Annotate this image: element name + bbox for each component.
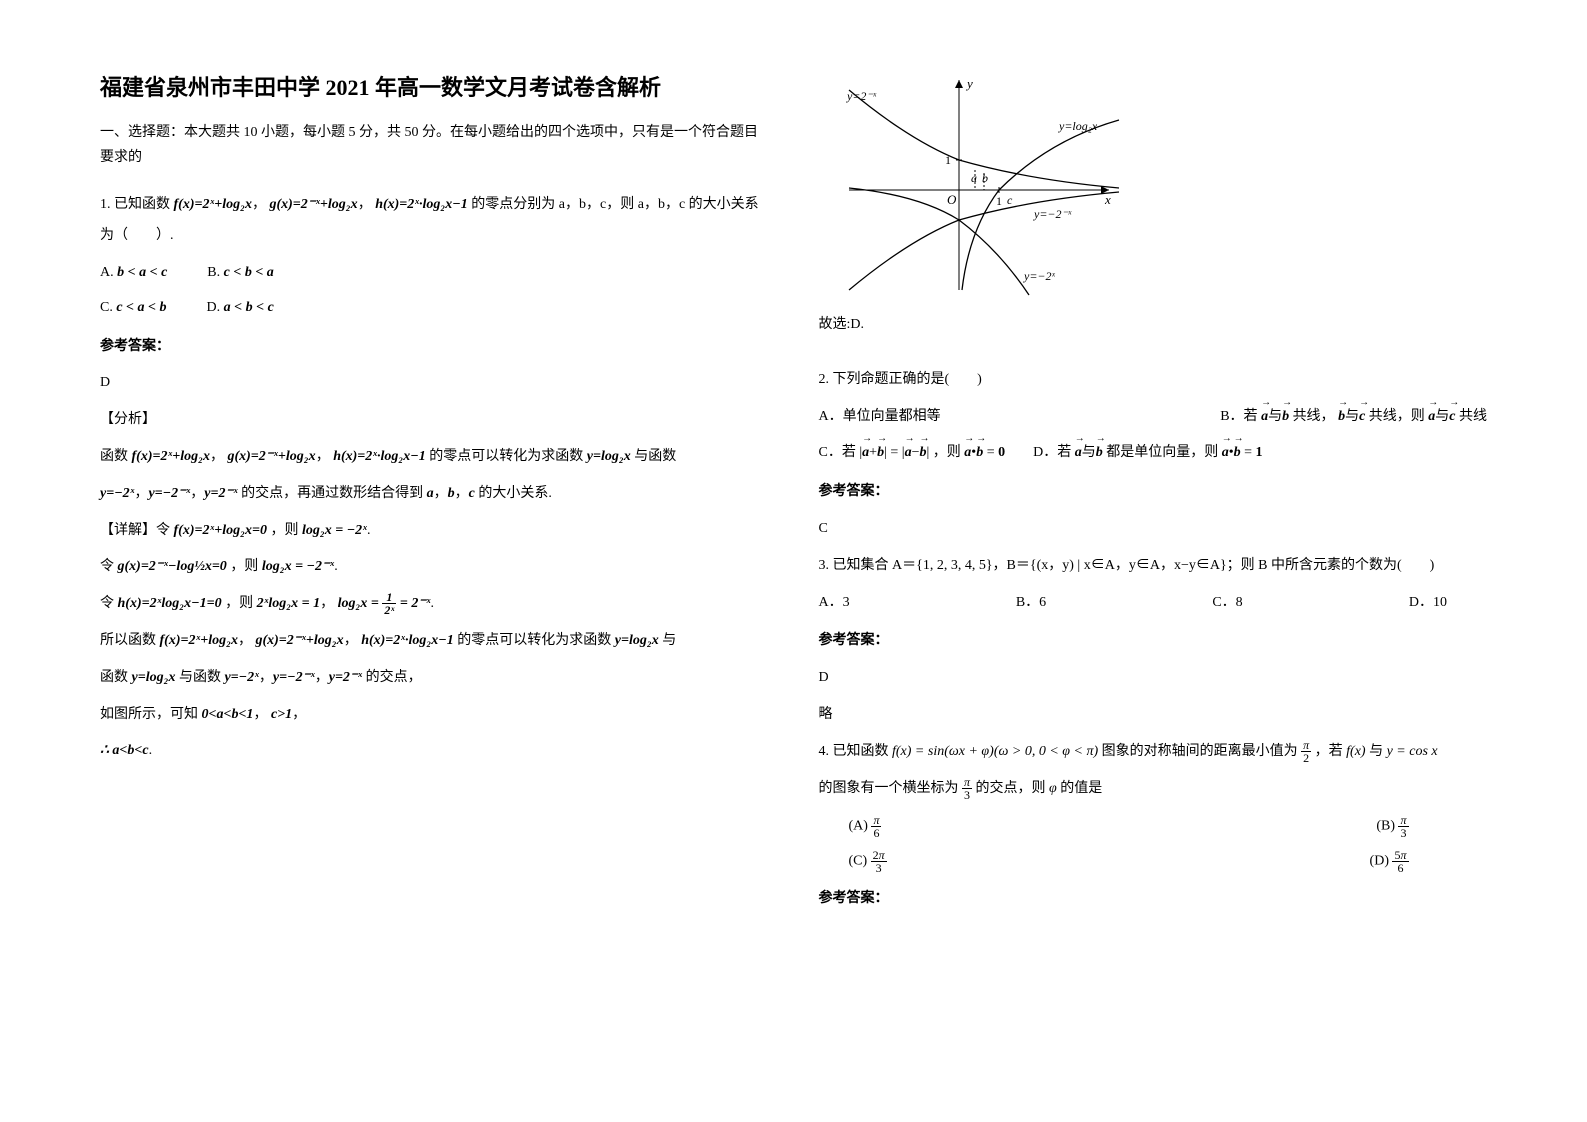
q3-skip: 略 bbox=[819, 700, 1488, 731]
q2-optC: C．若 |a+b| = |a−b| ，则 a•b = 0 bbox=[819, 445, 1009, 460]
q3-ans: D bbox=[819, 663, 1488, 694]
q2-ans-label: 参考答案： bbox=[819, 477, 1488, 508]
q1-detail-4: 所以函数 f(x)=2ˣ+log₂x， g(x)=2⁻ˣ+log₂x， h(x)… bbox=[100, 626, 769, 657]
q1-h: h(x)=2ˣ·log₂x−1 bbox=[375, 197, 468, 212]
right-column: y x O 1 1 y=log₂x y=2⁻ˣ y=−2⁻ˣ bbox=[819, 70, 1488, 921]
q1-f: f(x)=2ˣ+log₂x bbox=[174, 197, 252, 212]
q4-optC: (C) 2π3 bbox=[849, 849, 887, 874]
q1-ans-label: 参考答案： bbox=[100, 332, 769, 363]
q1-optC: C. c < a < b bbox=[100, 293, 167, 324]
q4-stem-l1: 4. 已知函数 f(x) = sin(ωx + φ)(ω > 0, 0 < φ … bbox=[819, 737, 1488, 768]
q4-opts-row1: (A) π6 (B) π3 bbox=[849, 814, 1409, 839]
curve-log2x-label: y=log₂x bbox=[1058, 119, 1098, 133]
left-column: 福建省泉州市丰田中学 2021 年高一数学文月考试卷含解析 一、选择题：本大题共… bbox=[100, 70, 769, 921]
q4-optD: (D) 5π6 bbox=[1370, 849, 1409, 874]
q2-stem: 2. 下列命题正确的是( ) bbox=[819, 365, 1488, 396]
q2-optB: B．若 a与b 共线， b与c 共线，则 a与c 共线 bbox=[1220, 402, 1487, 433]
q1-detail-6: 如图所示，可知 0<a<b<1， c>1， bbox=[100, 700, 769, 731]
q1-analysis-line1: 函数 f(x)=2ˣ+log₂x， g(x)=2⁻ˣ+log₂x， h(x)=2… bbox=[100, 442, 769, 473]
q1-analysis-line2: y=−2ˣ，y=−2⁻ˣ，y=2⁻ˣ 的交点，再通过数形结合得到 a，b，c 的… bbox=[100, 479, 769, 510]
q4-optB: (B) π3 bbox=[1376, 814, 1408, 839]
q1-conclusion: ∴ a<b<c. bbox=[100, 736, 769, 767]
q3-stem: 3. 已知集合 A＝{1, 2, 3, 4, 5}，B＝{(x，y) | x∈A… bbox=[819, 551, 1488, 582]
q1-optA: A. b < a < c bbox=[100, 258, 167, 289]
q3-opts: A．3 B．6 C．8 D．10 bbox=[819, 588, 1488, 619]
q1-detail-5: 函数 y=log₂x 与函数 y=−2ˣ，y=−2⁻ˣ，y=2⁻ˣ 的交点， bbox=[100, 663, 769, 694]
q1-analysis-label: 【分析】 bbox=[100, 405, 769, 436]
pt-c: c bbox=[1007, 193, 1013, 207]
q4-opts-row2: (C) 2π3 (D) 5π6 bbox=[849, 849, 1409, 874]
axis-y-label: y bbox=[965, 76, 973, 91]
q1-g: g(x)=2⁻ˣ+log₂x bbox=[269, 197, 357, 212]
q3-ans-label: 参考答案： bbox=[819, 626, 1488, 657]
q2-optD: D．若 a与b 都是单位向量，则 a•b = 1 bbox=[1033, 445, 1262, 460]
q4-ans-label: 参考答案： bbox=[819, 884, 1488, 915]
q1-detail-1: 【详解】令 f(x)=2ˣ+log₂x=0 ，则 log₂x = −2ˣ. bbox=[100, 516, 769, 547]
q4-optA: (A) π6 bbox=[849, 814, 882, 839]
q3-optB: B．6 bbox=[1016, 588, 1046, 619]
q2-row-cd: C．若 |a+b| = |a−b| ，则 a•b = 0 D．若 a与b 都是单… bbox=[819, 438, 1488, 469]
q1-opts-row1: A. b < a < c B. c < b < a bbox=[100, 258, 769, 289]
chosen-d: 故选:D. bbox=[819, 310, 1488, 341]
q3-optC: C．8 bbox=[1212, 588, 1242, 619]
axis-x-label: x bbox=[1104, 192, 1111, 207]
curve-neg2negx-label: y=−2⁻ˣ bbox=[1033, 207, 1072, 221]
curve-2negx-label: y=2⁻ˣ bbox=[846, 89, 877, 103]
q3-optD: D．10 bbox=[1409, 588, 1447, 619]
pt-b: b bbox=[982, 171, 988, 185]
origin-label: O bbox=[947, 192, 957, 207]
curve-neg2x-label: y=−2ˣ bbox=[1023, 269, 1056, 283]
q1-detail-2: 令 g(x)=2⁻ˣ−log½x=0 ，则 log₂x = −2⁻ˣ. bbox=[100, 552, 769, 583]
q1-opts-row2: C. c < a < b D. a < b < c bbox=[100, 293, 769, 324]
section-intro: 一、选择题：本大题共 10 小题，每小题 5 分，共 50 分。在每小题给出的四… bbox=[100, 120, 769, 170]
q1-detail-3: 令 h(x)=2ˣlog₂x−1=0 ，则 2ˣlog₂x = 1， log₂x… bbox=[100, 589, 769, 620]
q1-ans: D bbox=[100, 368, 769, 399]
tick-1: 1 bbox=[996, 194, 1002, 208]
q1-prefix: 1. 已知函数 bbox=[100, 197, 170, 212]
q1-optD: D. a < b < c bbox=[207, 293, 274, 324]
q2-ans: C bbox=[819, 514, 1488, 545]
q3-optA: A．3 bbox=[819, 588, 850, 619]
q4-stem-l2: 的图象有一个横坐标为 π3 的交点，则 φ 的值是 bbox=[819, 774, 1488, 805]
q1-chart: y x O 1 1 y=log₂x y=2⁻ˣ y=−2⁻ˣ bbox=[829, 70, 1129, 300]
pt-a: a bbox=[971, 171, 977, 185]
q1-stem: 1. 已知函数 f(x)=2ˣ+log₂x， g(x)=2⁻ˣ+log₂x， h… bbox=[100, 190, 769, 252]
q1-optB: B. c < b < a bbox=[207, 258, 274, 289]
page-title: 福建省泉州市丰田中学 2021 年高一数学文月考试卷含解析 bbox=[100, 70, 769, 102]
